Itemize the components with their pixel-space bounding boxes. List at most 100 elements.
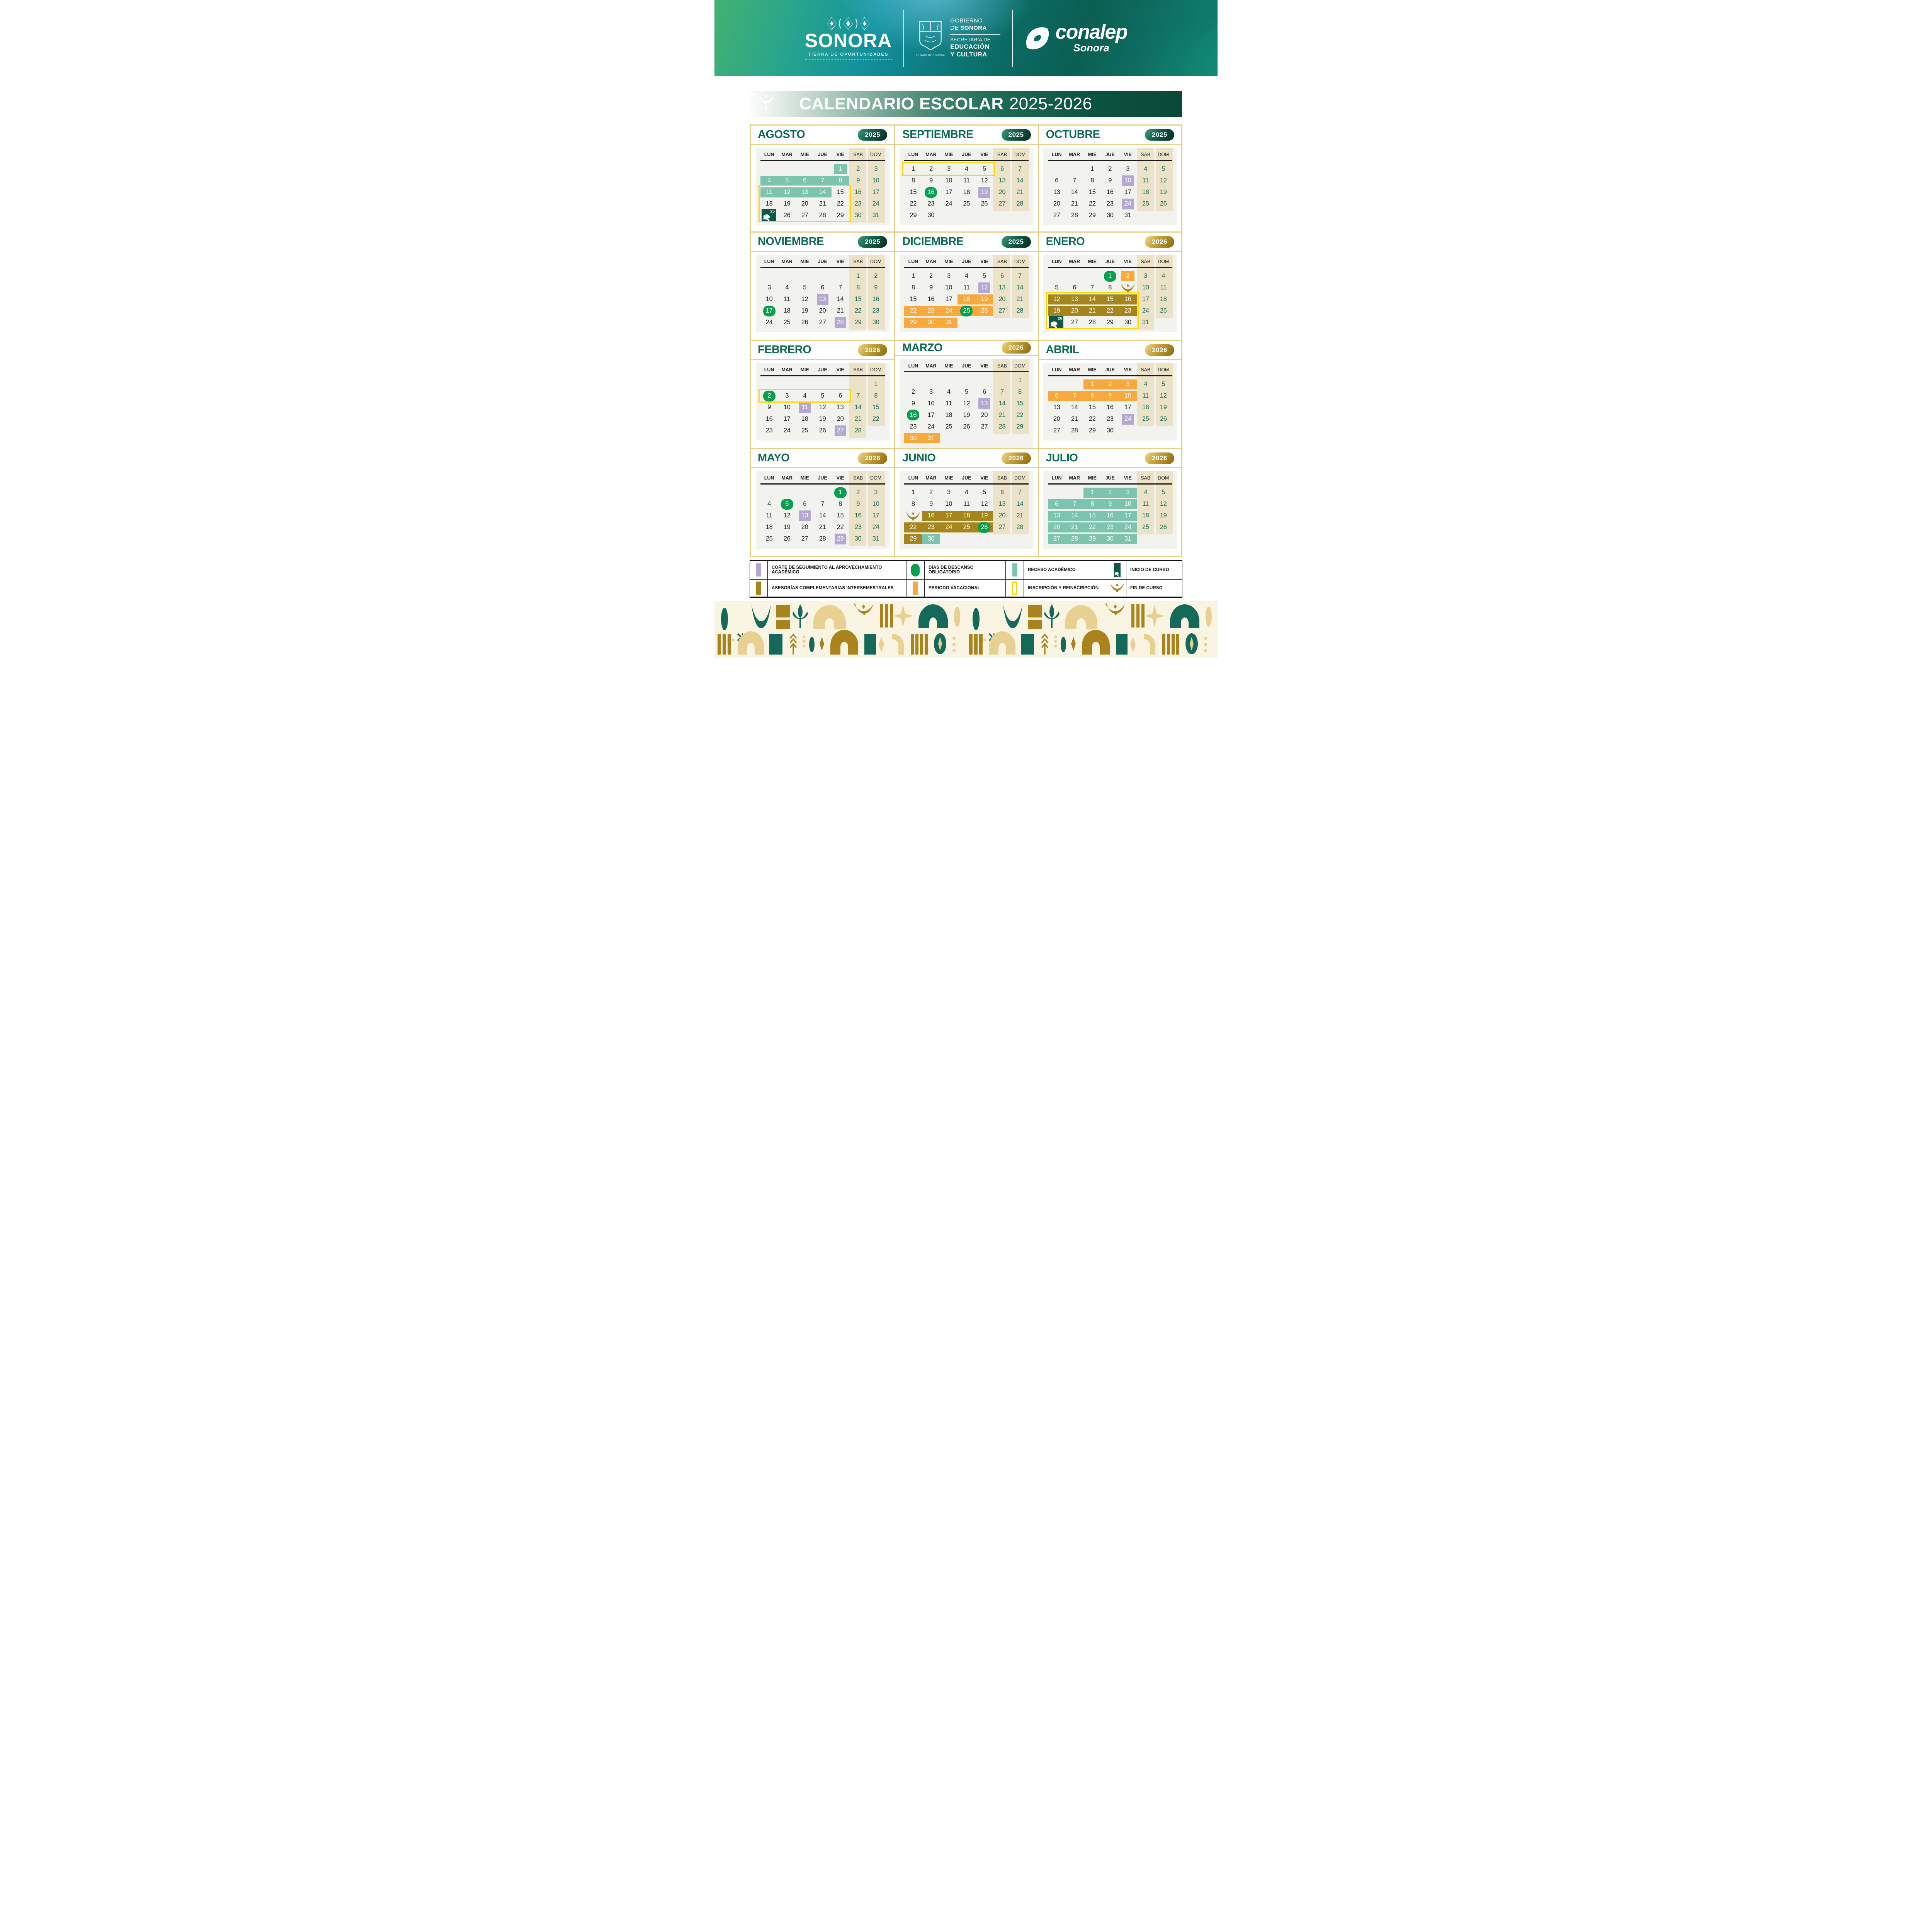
day-number: 6 (803, 177, 807, 184)
event-bar (1101, 487, 1119, 498)
day-cell: 7 (1011, 270, 1029, 282)
weekday-header: MIE (1088, 367, 1097, 372)
weekday-header: LUN (908, 363, 918, 369)
day-number: 1 (911, 165, 915, 172)
day-number: 1 (1090, 489, 1094, 496)
day-number: 17 (945, 296, 952, 303)
day-number: 20 (998, 512, 1006, 519)
day-cell: 3 (867, 487, 885, 498)
gobierno-logo: ESTADO DE SONORA GOBIERNO DE SONORA SECR… (916, 17, 1001, 59)
day-number: 2 (1108, 489, 1112, 496)
month-body: LUN MAR MIE JUE VIE SAB DOM 1 2 3 4 5 6 7 8 9 10 11 12 13 14… (895, 252, 1037, 340)
day-cell: 1 (904, 270, 922, 282)
legend-label: DÍAS DE DESCANSO OBLIGATORIO (925, 561, 1006, 579)
calendar-panel: LUN MAR MIE JUE VIE SAB DOM 1 2 3 4 5 6 7 8 9 10 11 12 13 14… (755, 255, 889, 332)
day-cell: 20 (1048, 413, 1066, 425)
day-number: 8 (911, 284, 915, 291)
day-cell (940, 210, 957, 221)
day-cell: 20 (993, 510, 1011, 522)
day-number: 24 (872, 200, 879, 207)
weekday-header: MAR (1069, 367, 1080, 372)
day-number: 10 (1142, 284, 1149, 291)
day-cell: 24 (940, 198, 957, 210)
day-cell: 18 (940, 409, 957, 421)
day-number: 10 (872, 177, 879, 184)
day-cell: 26 (975, 522, 993, 533)
day-cell: 29 (904, 210, 922, 221)
day-number: 14 (998, 400, 1006, 407)
corte-marker (816, 294, 828, 305)
month-body: LUN MAR MIE JUE VIE SAB DOM 1 2 3 4 5 6 7 8 9 10 11 12 13 14… (751, 468, 894, 556)
event-bar (1101, 379, 1119, 389)
inicio-curso-icon: 26 (1049, 316, 1063, 329)
day-cell: 20 (832, 413, 849, 425)
day-cell: 15 (849, 294, 867, 305)
day-number: 9 (1108, 500, 1112, 507)
day-number: 9 (929, 284, 933, 291)
month-body: LUN MAR MIE JUE VIE SAB DOM 1 2 3 4 5 6 7 8 9 10 11 12 13 14… (1039, 145, 1181, 231)
day-cell: 21 (1066, 413, 1083, 425)
weekday-header: MIE (944, 259, 953, 264)
day-number: 8 (1090, 177, 1094, 184)
day-cell: 28 (1011, 198, 1029, 210)
day-cell (957, 210, 975, 221)
day-number: 16 (854, 189, 862, 196)
day-number: 12 (783, 189, 791, 196)
day-cell (814, 270, 832, 282)
inscription-outline (758, 185, 851, 222)
day-number: 14 (1071, 512, 1078, 519)
week-row: 20 21 22 23 24 25 26 (1048, 522, 1172, 533)
day-number: 8 (1018, 388, 1022, 395)
gov-line3: SECRETARÍA DE (950, 37, 991, 43)
day-number: 18 (1142, 404, 1149, 411)
month-title: NOVIEMBRE (758, 235, 824, 248)
week-row: 1 2 3 4 5 6 7 (904, 487, 1029, 498)
day-cell: 11 (957, 498, 975, 510)
day-number: 1 (838, 165, 842, 172)
day-number: 25 (801, 427, 808, 434)
weekday-header: SAB (997, 152, 1007, 157)
event-bar (813, 187, 832, 197)
day-cell: 10 (1137, 282, 1155, 294)
weekday-header: DOM (1014, 363, 1026, 369)
day-cell: 15 (832, 510, 849, 522)
week-row: 20 21 22 23 24 25 26 (1048, 413, 1172, 425)
day-cell (993, 210, 1011, 221)
week-row: 6 7 8 9 10 11 12 (1048, 175, 1172, 187)
day-number: 13 (801, 512, 808, 519)
corte-marker (1122, 413, 1134, 425)
day-number: 21 (1016, 512, 1024, 519)
month-title: JUNIO (902, 452, 936, 464)
day-cell: 15 (1011, 398, 1029, 409)
day-number: 5 (982, 489, 986, 496)
day-number: 20 (1053, 415, 1060, 422)
calendar-panel: LUN MAR MIE JUE VIE SAB DOM 1 2 3 4 5 6 7 8 9 10 11 12 13 14… (900, 359, 1034, 448)
conalep-logo: conalep Sonora (1024, 22, 1128, 53)
day-number: 17 (1124, 189, 1131, 196)
year-badge: 2025 (858, 236, 888, 248)
day-cell: 12 (975, 498, 993, 510)
day-cell: 7 (1011, 487, 1029, 498)
corte-marker (834, 533, 846, 544)
day-cell: 25 (760, 533, 778, 545)
day-cell: 22 (1083, 198, 1101, 210)
day-number: 7 (1073, 500, 1077, 507)
day-number: 15 (837, 512, 844, 519)
day-number: 28 (1071, 535, 1078, 542)
day-cell: 7 (993, 386, 1011, 398)
month-title: OCTUBRE (1046, 128, 1100, 141)
day-cell: 24 (867, 198, 885, 210)
day-cell: 2 (922, 270, 940, 282)
day-cell: 31 (867, 533, 885, 545)
day-cell: 31 (1119, 533, 1137, 545)
calendar-panel: LUN MAR MIE JUE VIE SAB DOM 1 2 3 4 5 6 7 8 10 11 12 13 14… (1043, 255, 1177, 332)
day-number: 22 (1088, 415, 1096, 422)
day-number: 22 (837, 200, 844, 207)
day-cell: 26 (957, 421, 975, 432)
day-number: 28 (1016, 524, 1024, 531)
weekday-header: DOM (870, 475, 882, 481)
day-cell: 5 (1155, 379, 1172, 390)
weekday-header: LUN (1051, 475, 1062, 481)
day-number: 23 (854, 200, 862, 207)
day-cell: 8 (904, 282, 922, 294)
